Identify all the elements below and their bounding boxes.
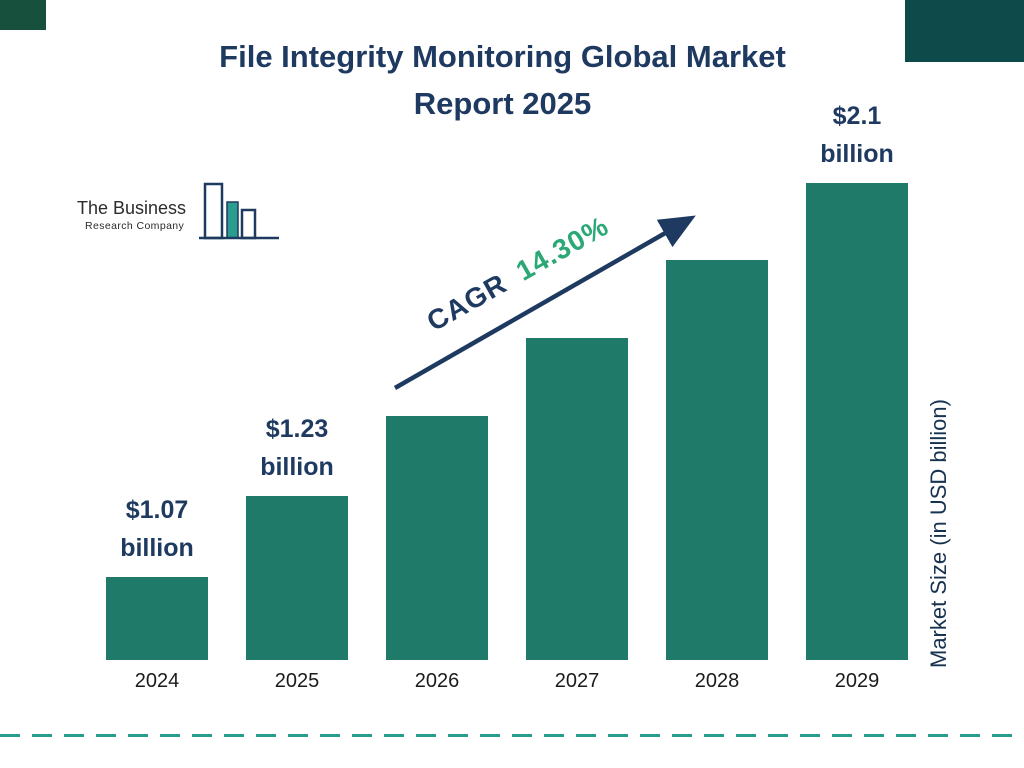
chart-column-2024: $1.07 billion 2024	[87, 98, 227, 698]
company-logo: The Business Research Company	[73, 180, 288, 252]
x-axis-label-2026: 2026	[414, 670, 460, 692]
logo-text-line2: Research Company	[85, 220, 185, 232]
chart-column-2027: 2027	[507, 98, 647, 698]
bar-2024	[106, 577, 208, 660]
x-axis-label-2027: 2027	[554, 670, 600, 692]
bar-value-label-2025: $1.23 billion	[260, 415, 334, 481]
bar-2026	[386, 416, 488, 660]
x-axis-label-2028: 2028	[694, 670, 740, 692]
chart-column-2029: $2.1 billion 2029	[787, 98, 927, 698]
y-axis-title: Market Size (in USD billion)	[926, 399, 951, 668]
bar-2029	[806, 183, 908, 661]
logo-text-line1: The Business	[77, 198, 186, 218]
x-axis-label-2029: 2029	[834, 670, 880, 693]
chart-column-2026: 2026	[367, 98, 507, 698]
bar-2025	[246, 496, 348, 660]
corner-decoration-left	[0, 0, 46, 30]
bar-2028	[666, 260, 768, 660]
page-title-line1: File Integrity Monitoring Global Market	[219, 39, 786, 74]
logo-bars-icon	[199, 182, 279, 240]
x-axis-label-2024: 2024	[134, 670, 180, 692]
chart-column-2028: 2028	[647, 98, 787, 698]
bottom-dashed-divider	[0, 734, 1024, 737]
bar-value-label-2024: $1.07 billion	[120, 496, 194, 562]
page-title-line2: Report 2025	[413, 85, 592, 121]
corner-decoration-right	[905, 0, 1024, 62]
bar-2027	[526, 338, 628, 660]
company-logo-graphic: The Business Research Company	[77, 182, 279, 240]
bar-value-label-2029: $2.1 billion	[820, 102, 894, 168]
bar-chart: $1.07 billion 2024 $1.23 billion 2025 2026 2027…	[87, 98, 927, 698]
chart-column-2025: $1.23 billion 2025	[227, 98, 367, 698]
page-title: File Integrity Monitoring Global Market …	[30, 34, 975, 127]
x-axis-label-2025: 2025	[274, 670, 320, 692]
